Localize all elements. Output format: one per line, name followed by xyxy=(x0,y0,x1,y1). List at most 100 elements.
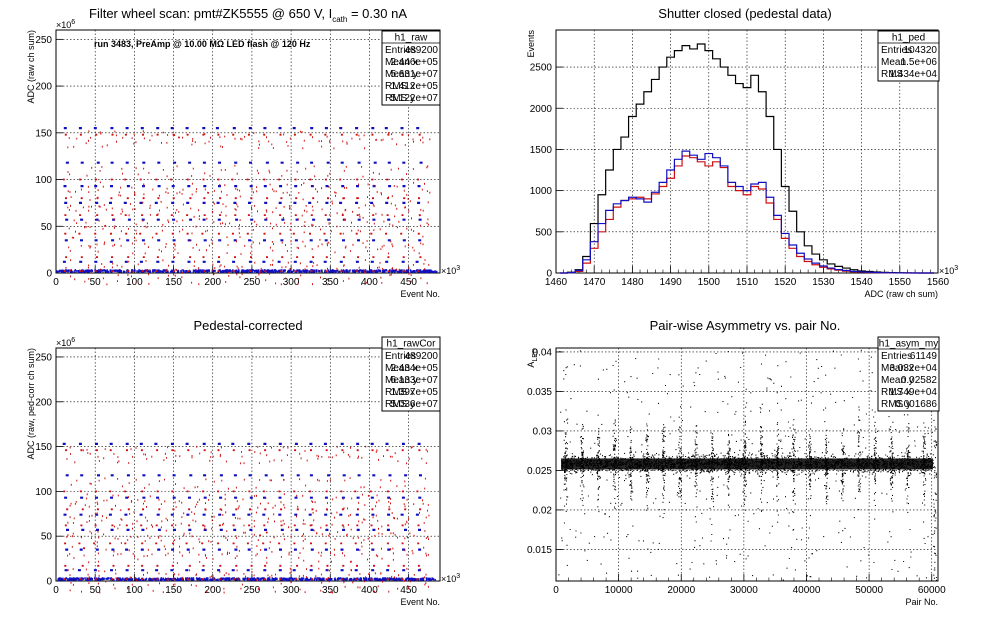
stats-value: 489200 xyxy=(405,351,439,362)
stats-value: 0.001686 xyxy=(895,399,937,410)
x-tick-label: 400 xyxy=(361,585,378,596)
y-tick-label: 250 xyxy=(35,35,52,46)
x-exp-base: ×10 xyxy=(441,266,456,276)
x-exponent-label: ×103 xyxy=(939,265,958,276)
stats-value: 1.5e+06 xyxy=(901,57,938,68)
histogram-series-2 xyxy=(559,150,935,274)
x-tick-label: 1510 xyxy=(736,277,759,288)
x-tick-label: 1500 xyxy=(698,277,721,288)
x-exp-power: 3 xyxy=(456,573,460,580)
y-tick-label: 1500 xyxy=(530,145,553,156)
x-exponent-label: ×103 xyxy=(441,573,460,584)
stats-label: RMS x xyxy=(881,387,911,398)
x-tick-label: 300 xyxy=(283,277,300,288)
x-tick-label: 450 xyxy=(400,585,417,596)
chart-raw: 0 50 100 150 200 250 300 350 400 450 0 50 100 150 200 2… xyxy=(26,6,460,299)
y-tick-label: 0 xyxy=(46,577,52,588)
title-tail: = 0.30 nA xyxy=(347,6,407,21)
x-tick-label: 300 xyxy=(283,585,300,596)
stats-value: 6.133e+07 xyxy=(390,375,438,386)
x-axis-title: Event No. xyxy=(400,597,440,607)
stats-box-name: h1_ped xyxy=(892,33,925,44)
chart-title: Pair-wise Asymmetry vs. pair No. xyxy=(650,318,841,333)
data-points xyxy=(56,127,438,286)
x-tick-label: 1520 xyxy=(774,277,797,288)
stats-value: 2.434e+05 xyxy=(390,363,438,374)
y-axis-title: Events xyxy=(526,30,536,58)
stats-box-frame xyxy=(877,30,940,82)
stats-label: RMS xyxy=(881,69,904,80)
scatter-points-red xyxy=(62,130,431,286)
x-tick-label: 50000 xyxy=(855,585,883,596)
x-tick-label: 50 xyxy=(90,585,102,596)
chart-title: Pedestal-corrected xyxy=(193,318,302,333)
y-tick-label: 0.02 xyxy=(533,505,553,516)
y-exponent-label: ×106 xyxy=(56,19,75,30)
x-tick-label: 200 xyxy=(204,585,221,596)
x-tick-label: 50 xyxy=(90,277,102,288)
y-axis-title-sub: LED xyxy=(532,348,539,362)
stats-label: Entries xyxy=(881,45,912,56)
stats-label: RMS x xyxy=(385,387,415,398)
x-tick-label: 10000 xyxy=(605,585,633,596)
y-tick-label: 0.04 xyxy=(533,347,553,358)
stats-label: RMS y xyxy=(385,399,415,410)
x-tick-label: 0 xyxy=(53,585,59,596)
chart-title: Filter wheel scan: pmt#ZK5555 @ 650 V, I… xyxy=(89,6,407,24)
y-tick-label: 0.03 xyxy=(533,426,553,437)
x-axis-title: Pair No. xyxy=(905,597,938,607)
y-exp-base: ×10 xyxy=(56,20,71,30)
x-tick-label: 1490 xyxy=(659,277,682,288)
y-axis-title-main: A xyxy=(526,362,536,368)
x-tick-label: 350 xyxy=(322,277,339,288)
y-tick-label: 500 xyxy=(535,227,552,238)
x-tick-label: 450 xyxy=(400,277,417,288)
stats-label: Entries xyxy=(385,45,416,56)
x-exp-base: ×10 xyxy=(441,574,456,584)
chart-rawcor: 0 50 100 150 200 250 300 350 400 450 0 50 100 150 200 2… xyxy=(26,318,460,607)
x-tick-label: 60000 xyxy=(918,585,946,596)
stats-value: 0.02582 xyxy=(901,375,938,386)
y-tick-label: 200 xyxy=(35,397,52,408)
stats-value: 5.631e+07 xyxy=(390,69,438,80)
plot-frame xyxy=(55,29,441,274)
stats-label: Mean x xyxy=(385,363,418,374)
stats-box-name: h1_rawCor xyxy=(387,339,437,350)
stats-label: Mean x xyxy=(385,57,418,68)
stats-label: Entries xyxy=(385,351,416,362)
y-exp-base: ×10 xyxy=(56,338,71,348)
x-tick-label: 150 xyxy=(165,277,182,288)
x-tick-label: 1560 xyxy=(927,277,950,288)
y-axis-title: ADC (raw, ped-corr ch sum) xyxy=(26,348,36,460)
x-tick-label: 1460 xyxy=(545,277,568,288)
asymmetry-band xyxy=(561,458,933,470)
title-subscript: cath xyxy=(332,15,347,24)
x-tick-label: 30000 xyxy=(730,585,758,596)
run-annotation: run 3483, PreAmp @ 10.00 MΩ LED flash @ … xyxy=(94,39,311,49)
stats-value: 61149 xyxy=(910,351,938,362)
x-tick-label: 350 xyxy=(322,585,339,596)
stats-label: RMS y xyxy=(881,399,911,410)
x-tick-label: 0 xyxy=(553,585,559,596)
data-points xyxy=(57,442,436,594)
stats-label: Mean xyxy=(881,57,906,68)
y-tick-label: 150 xyxy=(35,442,52,453)
plot-frame xyxy=(55,347,441,582)
x-tick-label: 200 xyxy=(204,277,221,288)
chart-title: Shutter closed (pedestal data) xyxy=(658,6,831,21)
y-tick-label: 2500 xyxy=(530,63,553,74)
x-tick-label: 250 xyxy=(244,277,261,288)
x-tick-label: 1480 xyxy=(621,277,644,288)
y-tick-label: 2000 xyxy=(530,104,553,115)
x-tick-label: 20000 xyxy=(667,585,695,596)
y-tick-label: 0 xyxy=(46,269,52,280)
stats-label: RMS x xyxy=(385,81,415,92)
x-axis-title: ADC (raw ch sum) xyxy=(864,289,938,299)
x-tick-label: 150 xyxy=(165,585,182,596)
x-tick-label: 0 xyxy=(53,277,59,288)
y-tick-label: 150 xyxy=(35,128,52,139)
y-tick-label: 50 xyxy=(41,222,53,233)
